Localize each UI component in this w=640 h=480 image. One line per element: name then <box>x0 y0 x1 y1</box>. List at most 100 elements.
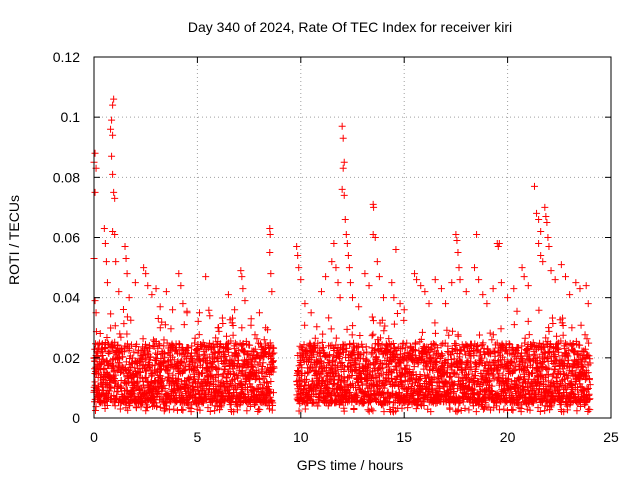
data-point <box>380 294 388 302</box>
data-point <box>251 358 259 366</box>
data-point <box>536 339 544 347</box>
data-point <box>107 324 115 332</box>
data-point <box>224 291 232 299</box>
data-point <box>305 368 313 376</box>
data-point <box>116 405 124 413</box>
data-point <box>346 279 354 287</box>
data-point <box>91 297 99 305</box>
data-point <box>301 321 309 329</box>
data-point <box>142 407 150 415</box>
data-point <box>233 351 241 359</box>
data-point <box>493 339 501 347</box>
data-point <box>581 345 589 353</box>
data-point <box>177 282 185 290</box>
data-point <box>214 354 222 362</box>
data-point <box>194 387 202 395</box>
data-point <box>238 324 246 332</box>
data-point <box>208 372 216 380</box>
data-point <box>378 316 386 324</box>
data-point <box>142 373 150 381</box>
y-tick-label: 0.02 <box>53 350 80 366</box>
data-point <box>153 389 161 397</box>
data-point <box>172 396 180 404</box>
data-point <box>379 364 387 372</box>
data-point <box>443 326 451 334</box>
data-point <box>346 340 354 348</box>
data-point <box>525 375 533 383</box>
data-point <box>585 352 593 360</box>
data-point <box>319 330 327 338</box>
data-point <box>454 406 462 414</box>
data-point <box>488 387 496 395</box>
data-point <box>302 375 310 383</box>
data-point <box>471 359 479 367</box>
data-point <box>343 240 351 248</box>
data-point <box>108 342 116 350</box>
data-point <box>130 390 138 398</box>
data-point <box>269 350 277 358</box>
data-point <box>117 377 125 385</box>
data-point <box>332 367 340 375</box>
data-point <box>313 323 321 331</box>
data-point <box>344 374 352 382</box>
data-point <box>158 318 166 326</box>
data-point <box>360 349 368 357</box>
data-point <box>497 325 505 333</box>
data-point <box>111 322 119 330</box>
data-point <box>437 285 445 293</box>
data-point <box>535 215 543 223</box>
x-tick-label: 15 <box>396 429 412 445</box>
data-point <box>374 378 382 386</box>
y-axis-title: ROTI / TECUs <box>6 195 22 285</box>
data-point <box>450 381 458 389</box>
data-point <box>266 230 274 238</box>
data-point <box>488 336 496 344</box>
data-point <box>149 336 157 344</box>
data-point <box>562 273 570 281</box>
data-point <box>541 203 549 211</box>
data-point <box>438 350 446 358</box>
data-point <box>469 390 477 398</box>
x-tick-label: 5 <box>194 429 202 445</box>
data-point <box>476 331 484 339</box>
data-point <box>165 406 173 414</box>
data-point <box>479 339 487 347</box>
data-point <box>447 356 455 364</box>
data-point <box>130 348 138 356</box>
data-point <box>107 310 115 318</box>
data-point <box>238 366 246 374</box>
data-point <box>545 327 553 335</box>
data-point <box>396 300 404 308</box>
data-point <box>586 381 594 389</box>
data-point <box>259 359 267 367</box>
data-point <box>109 131 117 139</box>
data-point <box>490 375 498 383</box>
data-point <box>96 361 104 369</box>
data-point <box>564 352 572 360</box>
data-point <box>304 369 312 377</box>
data-point <box>467 358 475 366</box>
data-point <box>269 357 277 365</box>
data-point <box>221 352 229 360</box>
data-point <box>106 347 114 355</box>
data-point <box>103 333 111 341</box>
data-point <box>412 339 420 347</box>
data-point <box>526 406 534 414</box>
data-point <box>442 300 450 308</box>
data-point <box>147 353 155 361</box>
data-point <box>539 258 547 266</box>
data-point <box>385 335 393 343</box>
data-point <box>155 396 163 404</box>
data-point <box>571 394 579 402</box>
data-point <box>95 364 103 372</box>
data-point <box>94 352 102 360</box>
data-point <box>348 371 356 379</box>
data-point <box>524 387 532 395</box>
data-point <box>100 224 108 232</box>
data-point <box>139 335 147 343</box>
data-point <box>317 288 325 296</box>
data-point <box>163 339 171 347</box>
data-point <box>229 370 237 378</box>
data-point <box>467 363 475 371</box>
data-point <box>195 331 203 339</box>
